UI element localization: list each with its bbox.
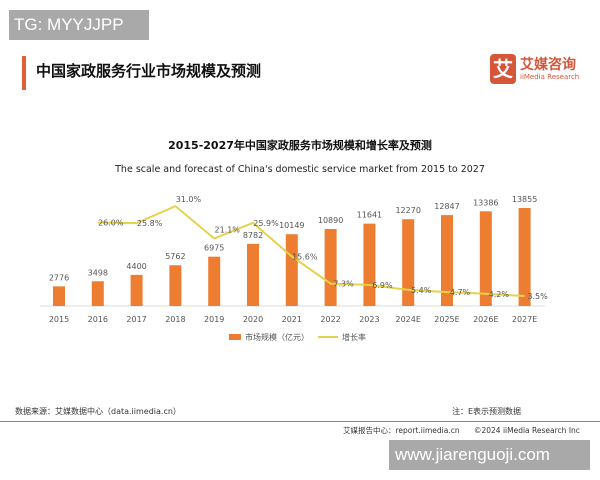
chart-title: 2015-2027年中国家政服务市场规模和增长率及预测 xyxy=(168,138,432,152)
rate-label: 25.8% xyxy=(137,219,163,228)
data-source: 数据来源：艾媒数据中心（data.iimedia.cn） xyxy=(15,407,181,416)
bar-2016 xyxy=(91,281,104,306)
rate-label: 3.5% xyxy=(527,292,548,301)
logo-en: iiMedia Research xyxy=(520,72,580,81)
x-tick-label: 2027E xyxy=(512,315,537,324)
rate-label: 31.0% xyxy=(176,195,202,204)
watermark-bottom: www.jiarenguoji.com xyxy=(389,440,590,470)
forecast-note: 注：E表示预测数据 xyxy=(452,407,522,416)
bar-2019 xyxy=(208,256,221,306)
x-tick-label: 2020 xyxy=(243,315,263,324)
logo: 艾 艾媒咨询 iiMedia Research xyxy=(490,54,579,84)
growth-rate-line xyxy=(97,204,525,298)
bar-2018 xyxy=(169,265,182,306)
title-accent-bar xyxy=(22,56,26,90)
rate-label: 4.2% xyxy=(489,290,510,299)
rate-label: 7.3% xyxy=(333,280,354,289)
rate-label: 25.9% xyxy=(253,219,279,228)
rate-label: 6.9% xyxy=(372,281,393,290)
bar-2020 xyxy=(247,243,259,306)
rate-label: 4.7% xyxy=(450,288,471,297)
bar-2023 xyxy=(363,223,376,306)
bar-2022 xyxy=(324,228,337,306)
legend: 市场规模（亿元） 增长率 xyxy=(229,332,366,342)
bar-value-label: 4400 xyxy=(126,262,146,271)
bar-value-label: 6975 xyxy=(204,244,224,253)
bar-value-label: 3498 xyxy=(88,268,108,277)
legend-bar-label: 市场规模（亿元） xyxy=(245,332,309,342)
bar-2021 xyxy=(285,234,298,306)
x-tick-label: 2021 xyxy=(282,315,302,324)
bar-2017 xyxy=(130,274,143,306)
bar-value-label: 5762 xyxy=(165,252,185,261)
bar-value-label: 10149 xyxy=(279,221,304,230)
bar-2025E xyxy=(441,215,453,306)
watermark-top: TG: MYYJJPP xyxy=(9,10,149,40)
bar-value-label: 13855 xyxy=(512,195,537,204)
page-title: 中国家政服务行业市场规模及预测 xyxy=(36,62,262,80)
x-tick-label: 2019 xyxy=(204,315,224,324)
x-tick-label: 2016 xyxy=(88,315,108,324)
copyright: ©2024 iiMedia Research Inc xyxy=(473,426,580,435)
rate-label: 15.6% xyxy=(292,252,318,261)
bar-value-label: 12847 xyxy=(434,202,459,211)
logo-cn: 艾媒咨询 xyxy=(520,56,576,73)
footer-info: 艾媒报告中心：report.iimedia.cn ©2024 iiMedia R… xyxy=(343,425,592,436)
x-tick-label: 2024E xyxy=(395,315,420,324)
rate-label: 5.4% xyxy=(411,286,432,295)
x-tick-label: 2026E xyxy=(473,315,498,324)
bar-value-label: 8782 xyxy=(243,231,263,240)
report-center[interactable]: 艾媒报告中心：report.iimedia.cn xyxy=(343,426,460,435)
x-tick-label: 2017 xyxy=(126,315,146,324)
bar-value-label: 10890 xyxy=(318,216,343,225)
x-tick-label: 2023 xyxy=(359,315,379,324)
bar-2015 xyxy=(53,286,65,306)
chart-subtitle: The scale and forecast of China's domest… xyxy=(114,164,485,175)
bar-2027E xyxy=(518,208,531,306)
bar-value-label: 11641 xyxy=(357,211,382,220)
x-tick-label: 2022 xyxy=(320,315,340,324)
bar-value-label: 2776 xyxy=(49,273,69,282)
rate-label: 21.1% xyxy=(214,226,240,235)
legend-line-label: 增长率 xyxy=(342,332,366,342)
chart: 2015-2027年中国家政服务市场规模和增长率及预测 The scale an… xyxy=(40,138,548,342)
x-tick-label: 2018 xyxy=(165,315,185,324)
x-tick-label: 2015 xyxy=(49,315,69,324)
bar-value-label: 13386 xyxy=(473,198,498,207)
legend-bar-swatch xyxy=(229,334,241,340)
bar-value-label: 12270 xyxy=(395,206,420,215)
x-tick-label: 2025E xyxy=(434,315,459,324)
logo-mark: 艾 xyxy=(490,54,516,84)
bar-2024E xyxy=(402,219,415,306)
footer-divider xyxy=(0,421,600,422)
bar-2026E xyxy=(479,211,492,306)
rate-label: 26.0% xyxy=(98,218,124,227)
